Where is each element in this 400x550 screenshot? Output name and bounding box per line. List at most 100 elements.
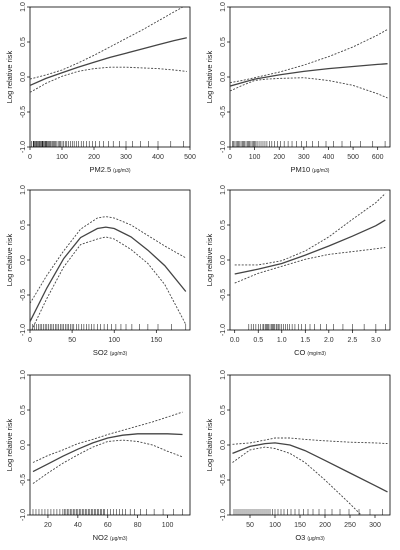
lower-ci-curve bbox=[234, 246, 386, 284]
y-tick-label: -0.5 bbox=[20, 289, 27, 301]
y-tick-label: 0.5 bbox=[220, 220, 227, 230]
y-tick-label: 0.5 bbox=[20, 405, 27, 415]
x-axis-label: PM2.5 bbox=[89, 165, 111, 174]
x-tick-label: 100 bbox=[249, 154, 261, 161]
y-axis-title: Log relative risk bbox=[5, 418, 14, 471]
x-axis-unit: (μg/m3) bbox=[113, 168, 131, 174]
y-axis-title: Log relative risk bbox=[205, 418, 214, 471]
upper-ci-curve bbox=[230, 29, 388, 84]
curves bbox=[30, 216, 187, 330]
x-tick-label: 2.0 bbox=[324, 337, 334, 344]
lower-ci-curve bbox=[31, 236, 187, 330]
y-tick-label: 0.5 bbox=[220, 37, 227, 47]
panel-2: -1.0 -0.5 0.0 0.5 1.0 0 100 200 300 400 500 600 PM10… bbox=[205, 2, 391, 174]
y-axis-title: Log relative risk bbox=[205, 233, 214, 286]
curves bbox=[234, 193, 386, 284]
x-axis-label: SO2 bbox=[93, 348, 108, 357]
y-tick-label: 1.0 bbox=[20, 185, 27, 195]
plot-frame bbox=[229, 189, 391, 331]
x-tick-label: 250 bbox=[344, 522, 356, 529]
x-axis-title: NO2 (μg/m3) bbox=[93, 533, 128, 542]
x-tick-label: 600 bbox=[372, 154, 384, 161]
x-tick-label: 150 bbox=[294, 522, 306, 529]
x-tick-label: 100 bbox=[269, 522, 281, 529]
upper-ci-curve bbox=[234, 193, 386, 266]
curves bbox=[232, 437, 388, 515]
y-tick-label: -1.0 bbox=[20, 324, 27, 336]
y-tick-label: -1.0 bbox=[220, 509, 227, 521]
y-tick-label: 0.5 bbox=[20, 37, 27, 47]
fitted-curve bbox=[232, 442, 388, 493]
y-tick-label: -0.5 bbox=[220, 474, 227, 486]
panel-6: -1.0 -0.5 0.0 0.5 1.0 50 100 150 200 250 300 O3 (μg/… bbox=[205, 370, 391, 542]
x-tick-label: 200 bbox=[88, 154, 100, 161]
y-axis-title: Log relative risk bbox=[205, 50, 214, 103]
fitted-curve bbox=[30, 226, 187, 322]
x-tick-label: 400 bbox=[323, 154, 335, 161]
x-axis-unit: (μg/m3) bbox=[307, 536, 325, 542]
panel-4: -1.0 -0.5 0.0 0.5 1.0 0.0 0.5 1.0 1.5 2.0 2.5 3.0 CO… bbox=[205, 185, 391, 357]
lower-ci-curve bbox=[32, 439, 183, 484]
y-tick-label: 1.0 bbox=[20, 370, 27, 380]
x-tick-label: 200 bbox=[319, 522, 331, 529]
panel-1: -1.0 -0.5 0.0 0.5 1.0 0 100 200 300 400 500 PM2.5 (μ… bbox=[5, 2, 196, 174]
upper-ci-curve bbox=[30, 7, 184, 80]
y-tick-label: -1.0 bbox=[220, 324, 227, 336]
x-axis-unit: (μg/m3) bbox=[312, 168, 330, 174]
upper-ci-curve bbox=[232, 437, 388, 445]
x-tick-label: 100 bbox=[56, 154, 68, 161]
plot-frame bbox=[29, 6, 191, 148]
x-axis-title: PM10 (μg/m3) bbox=[291, 165, 330, 174]
upper-ci-curve bbox=[32, 411, 183, 463]
x-tick-label: 500 bbox=[347, 154, 359, 161]
y-tick-label: -0.5 bbox=[220, 106, 227, 118]
x-tick-label: 500 bbox=[184, 154, 196, 161]
x-tick-label: 40 bbox=[74, 522, 82, 529]
x-tick-label: 80 bbox=[134, 522, 142, 529]
y-tick-label: 1.0 bbox=[20, 2, 27, 12]
y-tick-label: 0.0 bbox=[220, 440, 227, 450]
plot-frame bbox=[29, 374, 191, 516]
x-axis-title: CO (mg/m3) bbox=[294, 348, 326, 357]
y-tick-label: -1.0 bbox=[20, 141, 27, 153]
x-tick-label: 50 bbox=[68, 337, 76, 344]
y-tick-label: 1.0 bbox=[220, 370, 227, 380]
x-tick-label: 300 bbox=[298, 154, 310, 161]
plot-frame bbox=[229, 6, 391, 148]
y-tick-label: -1.0 bbox=[220, 141, 227, 153]
x-tick-label: 300 bbox=[120, 154, 132, 161]
y-tick-label: 0.5 bbox=[220, 405, 227, 415]
y-tick-label: 1.0 bbox=[220, 2, 227, 12]
x-axis-label: CO bbox=[294, 348, 305, 357]
x-axis-title: PM2.5 (μg/m3) bbox=[89, 165, 130, 174]
x-tick-label: 200 bbox=[273, 154, 285, 161]
x-axis-title: SO2 (μg/m3) bbox=[93, 348, 128, 357]
plot-frame bbox=[29, 189, 191, 331]
x-axis-label: PM10 bbox=[291, 165, 311, 174]
fitted-curve bbox=[230, 63, 388, 87]
y-tick-label: 0.5 bbox=[20, 220, 27, 230]
curves bbox=[32, 411, 183, 484]
y-tick-label: -1.0 bbox=[20, 509, 27, 521]
panel-3: -1.0 -0.5 0.0 0.5 1.0 0 50 100 150 SO2 (μg/m3) Log … bbox=[5, 185, 191, 357]
y-tick-label: 1.0 bbox=[220, 185, 227, 195]
x-tick-label: 0.5 bbox=[253, 337, 263, 344]
x-tick-label: 0 bbox=[228, 154, 232, 161]
x-tick-label: 1.0 bbox=[277, 337, 287, 344]
x-tick-label: 0.0 bbox=[230, 337, 240, 344]
x-axis-unit: (μg/m3) bbox=[110, 536, 128, 542]
x-axis-label: O3 bbox=[295, 533, 305, 542]
x-axis-unit: (μg/m3) bbox=[110, 351, 128, 357]
lower-ci-curve bbox=[232, 446, 362, 515]
y-tick-label: 0.0 bbox=[220, 255, 227, 265]
x-axis-label: NO2 bbox=[93, 533, 108, 542]
fitted-curve bbox=[234, 219, 386, 275]
x-tick-label: 2.5 bbox=[347, 337, 357, 344]
fitted-curve bbox=[32, 433, 183, 473]
x-tick-label: 50 bbox=[246, 522, 254, 529]
x-tick-label: 20 bbox=[44, 522, 52, 529]
x-axis-title: O3 (μg/m3) bbox=[295, 533, 325, 542]
x-tick-label: 0 bbox=[28, 154, 32, 161]
y-tick-label: -0.5 bbox=[20, 106, 27, 118]
